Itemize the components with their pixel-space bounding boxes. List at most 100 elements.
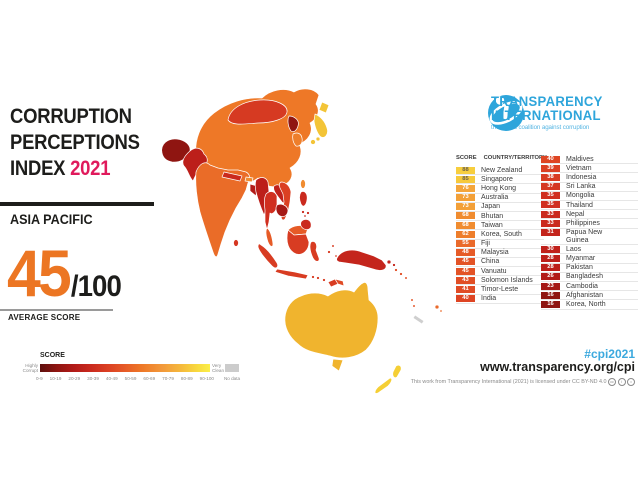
map-country-thailand	[263, 191, 278, 231]
table-row: 31 Papua New Guinea	[541, 229, 638, 246]
score-chip: 68	[456, 221, 475, 229]
map-territory-new-caledonia	[412, 314, 425, 325]
legend-tick: 40-49	[105, 376, 118, 381]
ti-globe-icon	[488, 95, 524, 131]
territory-name: Vietnam	[566, 164, 592, 172]
score-chip: 41	[456, 285, 475, 293]
legend-tick-labels: 0-9 10-19 20-29 30-39 40-49 50-59 60-69 70-79 80…	[36, 376, 214, 381]
map-country-india	[195, 162, 251, 258]
score-chip: 39	[541, 164, 560, 172]
legend-no-data-label: No data	[223, 376, 241, 381]
table-row: 40 Maldives	[541, 155, 638, 165]
score-table-right-column: 40 Maldives 39 Vietnam 38 Indonesia 37 Sri Lank…	[541, 155, 638, 310]
legend-title: SCORE	[40, 352, 65, 359]
map-country-fiji	[434, 304, 443, 313]
title-line-1: CORRUPTION	[10, 104, 132, 128]
map-country-cambodia	[275, 203, 289, 217]
table-row: 76 Hong Kong	[456, 184, 544, 194]
table-row: 16 Afghanistan	[541, 291, 638, 301]
score-chip: 35	[541, 192, 560, 200]
map-country-australia	[284, 282, 379, 372]
territory-name: Singapore	[481, 175, 513, 183]
territory-name: Australia	[481, 194, 509, 202]
table-row: 73 Australia	[456, 194, 544, 203]
score-chip: 85	[456, 175, 475, 183]
territory-name: China	[481, 258, 500, 266]
table-row: 35 Thailand	[541, 201, 638, 211]
map-country-malaysia-peninsula	[265, 227, 274, 247]
license-text: This work from Transparency Internationa…	[410, 379, 607, 385]
legend-tick: 0-9	[36, 376, 43, 381]
legend-right-label: Very Clean	[212, 363, 225, 373]
average-score-denominator: /100	[70, 270, 122, 303]
license-line: This work from Transparency Internationa…	[411, 378, 635, 386]
map-country-papua-new-guinea	[336, 249, 396, 271]
territory-name: Korea, South	[481, 230, 522, 238]
score-table-left-column: SCORE COUNTRY/TERRITORY 88 New Zealand 85 Si…	[456, 155, 547, 304]
map-country-timor-leste	[334, 278, 345, 287]
score-chip: 28	[541, 264, 560, 272]
map-country-new-zealand	[374, 364, 402, 394]
legend-left-label: Highly Corrupt	[22, 363, 38, 373]
score-chip: 26	[541, 273, 560, 281]
table-row: 28 Pakistan	[541, 264, 638, 273]
territory-name: Malaysia	[481, 249, 509, 257]
ti-logo-name-2: INTERNATIONAL	[491, 107, 601, 123]
table-row: 85 Singapore	[456, 175, 544, 185]
map-country-mongolia	[227, 99, 288, 125]
map-country-nepal	[221, 171, 243, 182]
cc-by-icon: i	[617, 378, 626, 386]
score-chip: 76	[456, 184, 475, 192]
map-country-south-korea	[292, 132, 303, 147]
score-chip: 43	[456, 276, 475, 284]
table-row: 62 Korea, South	[456, 230, 544, 240]
table-row: 40 India	[456, 295, 544, 304]
cc-nd-icon: =	[627, 378, 635, 386]
score-chip: 73	[456, 194, 475, 202]
table-row: 48 Malaysia	[456, 249, 544, 258]
score-table-header: SCORE COUNTRY/TERRITORY	[456, 155, 547, 161]
score-chip: 33	[541, 210, 560, 218]
territory-name: Laos	[566, 245, 582, 253]
score-chip: 40	[456, 295, 475, 303]
territory-name: Fiji	[481, 240, 490, 248]
score-chip: 16	[541, 291, 560, 299]
score-chip: 31	[541, 229, 560, 236]
legend-tick: 60-69	[143, 376, 156, 381]
title-year: 2021	[70, 156, 111, 180]
transparency-international-logo: TRANSPARENCY INTERNATIONAL the global co…	[487, 91, 606, 131]
territory-name: Timor-Leste	[481, 286, 519, 294]
map-country-japan	[310, 101, 330, 145]
title-divider	[0, 202, 154, 206]
table-row: 43 Solomon Islands	[456, 276, 544, 286]
territory-name: Maldives	[566, 155, 594, 163]
territory-name: Philippines	[566, 219, 600, 227]
territory-name: New Zealand	[481, 166, 523, 174]
table-row: 55 Fiji	[456, 240, 544, 249]
region-label: ASIA PACIFIC	[10, 211, 93, 227]
score-chip: 45	[456, 267, 475, 275]
territory-name: Bhutan	[481, 212, 504, 220]
map-country-solomon-islands	[394, 268, 408, 280]
table-row: 45 Vanuatu	[456, 267, 544, 277]
average-score-value: 45	[7, 236, 72, 310]
score-chip: 16	[541, 300, 560, 308]
territory-name: Afghanistan	[566, 291, 603, 299]
table-row: 38 Indonesia	[541, 173, 638, 183]
table-row: 35 Mongolia	[541, 192, 638, 201]
map-island-sumatra	[257, 243, 278, 269]
score-chip: 37	[541, 183, 560, 191]
map-island-java	[274, 268, 309, 280]
map-country-vanuatu	[410, 298, 416, 308]
legend-tick: 90-100	[199, 376, 214, 381]
table-row: 33 Philippines	[541, 219, 638, 229]
table-row: 45 China	[456, 258, 544, 268]
score-chip: 55	[456, 240, 475, 247]
table-row: 68 Taiwan	[456, 221, 544, 231]
score-chip: 35	[541, 201, 560, 209]
territory-name: Korea, North	[566, 301, 606, 308]
average-score-label: AVERAGE SCORE	[8, 313, 81, 322]
score-chip: 38	[541, 173, 560, 181]
